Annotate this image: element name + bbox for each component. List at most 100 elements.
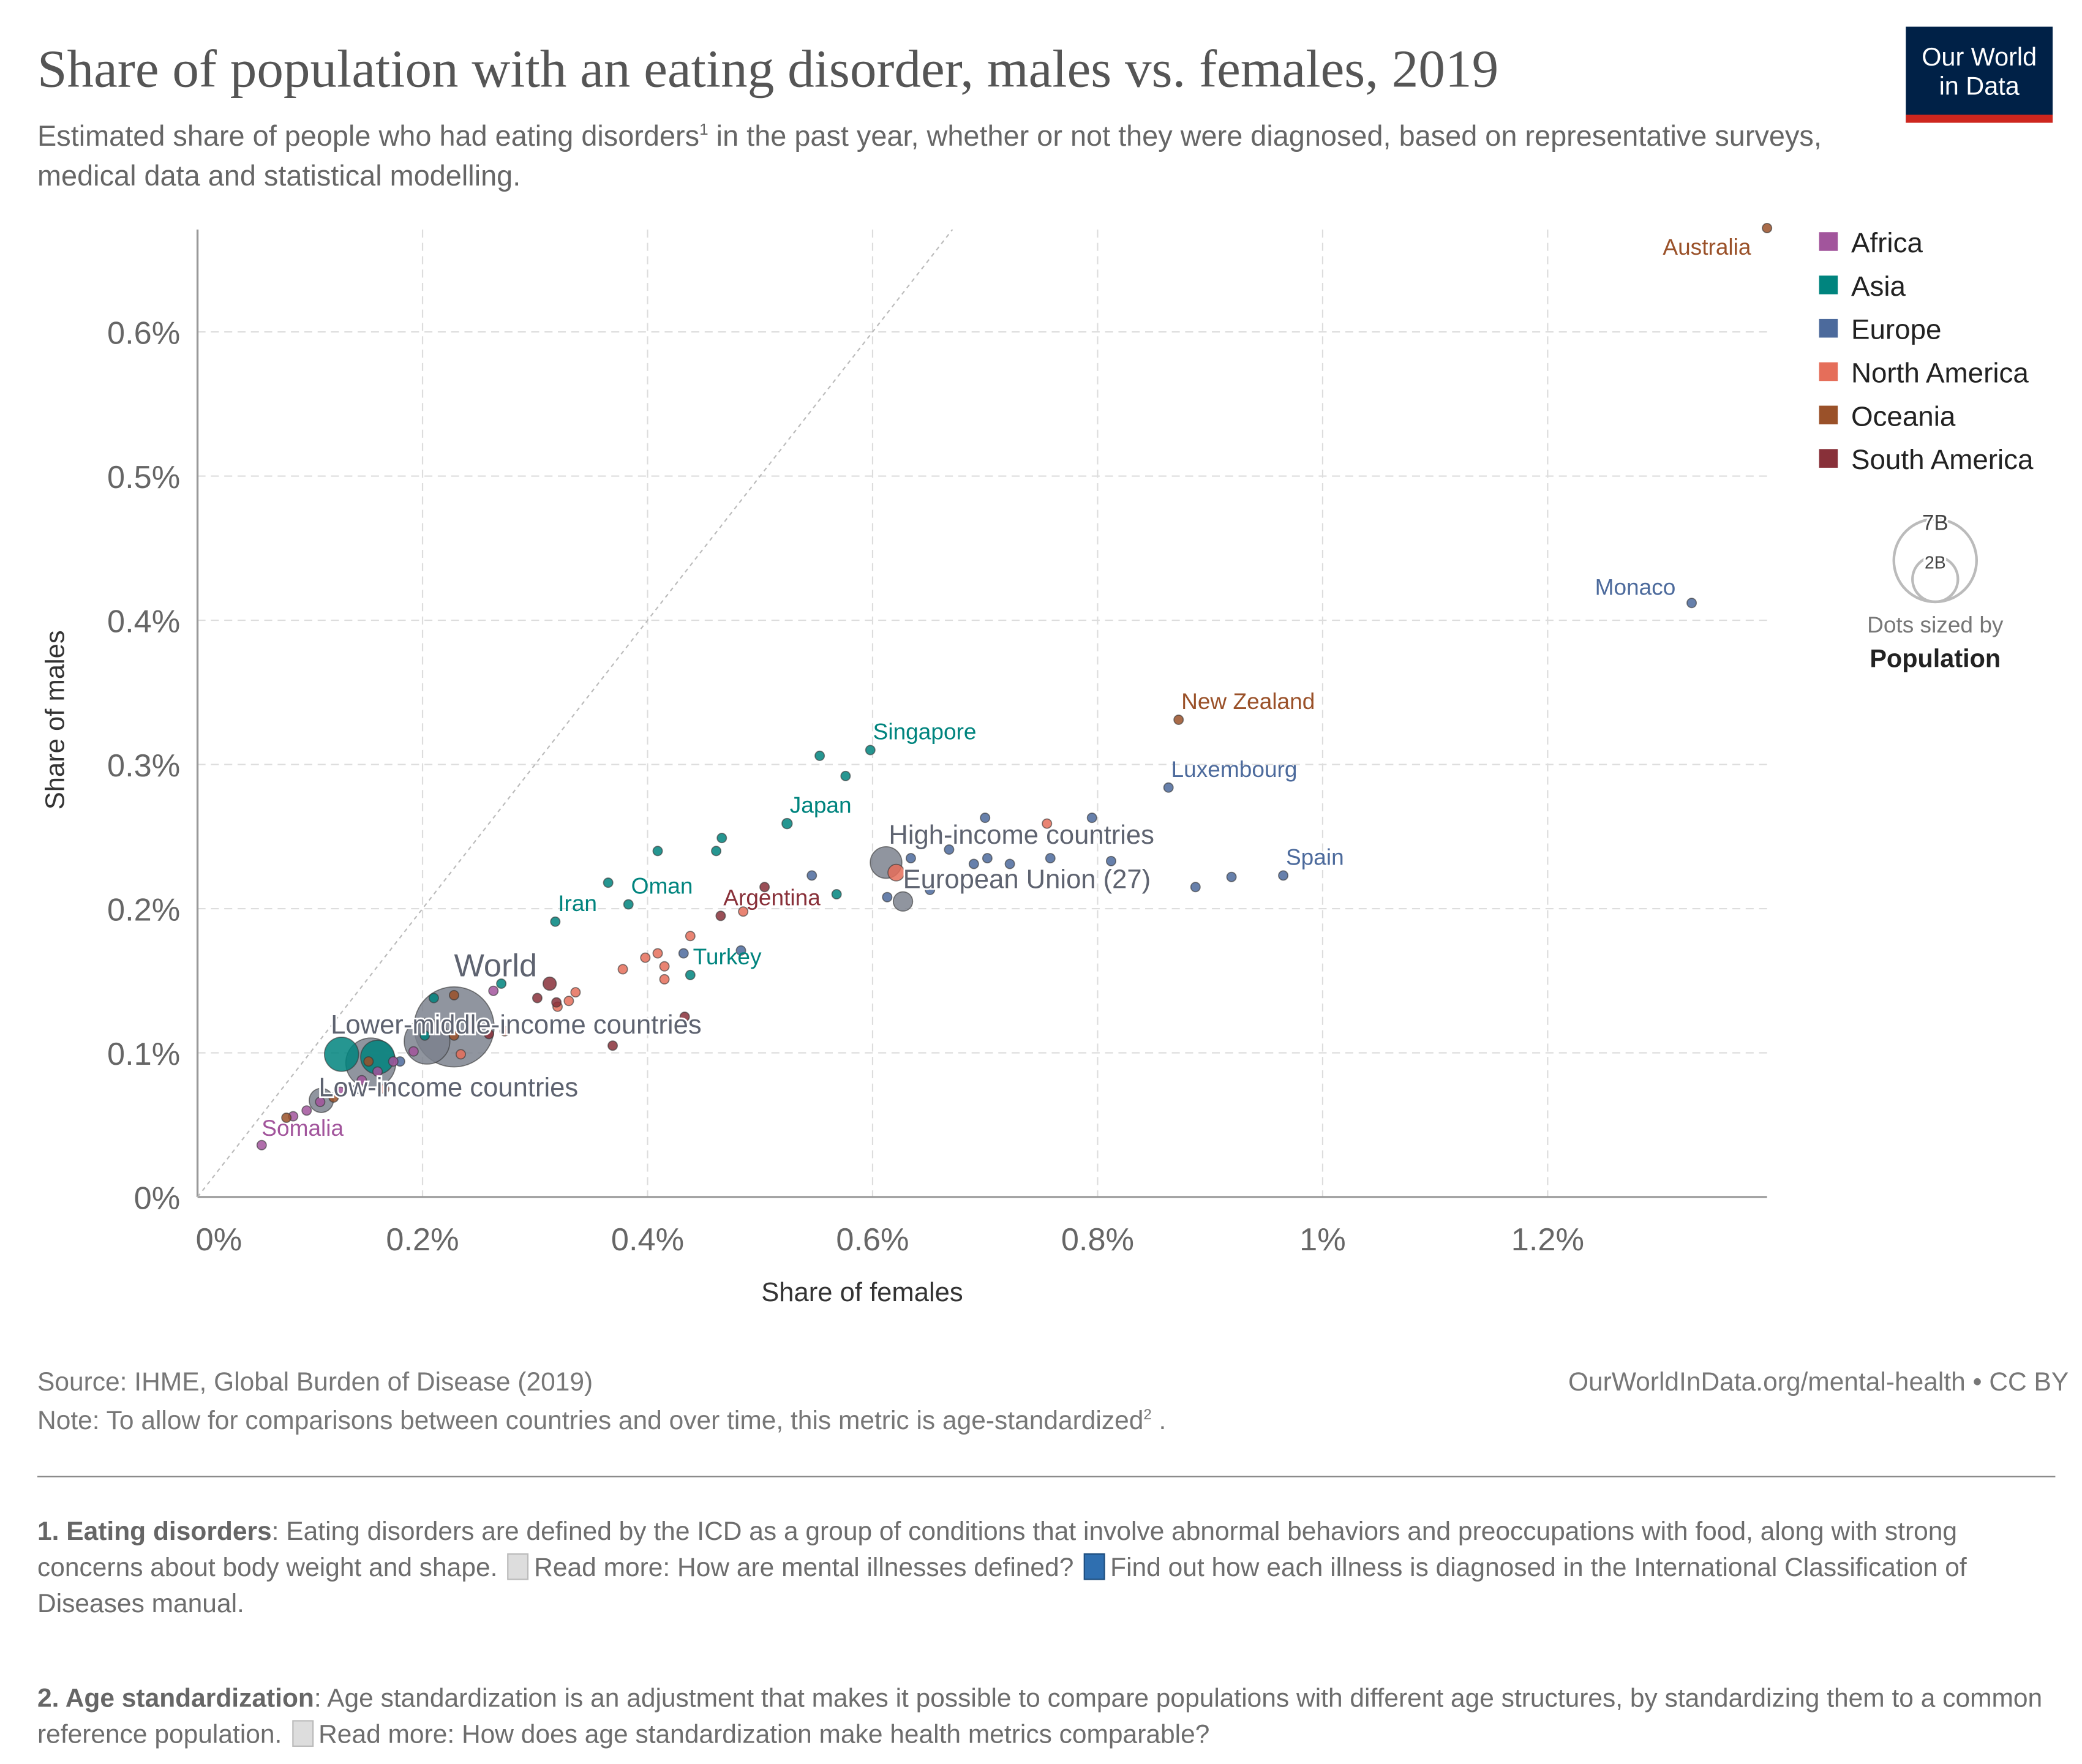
data-point-unlabeled xyxy=(814,750,825,761)
data-point-unlabeled xyxy=(388,1056,399,1067)
data-point-unlabeled xyxy=(464,1021,475,1032)
data-point-unlabeled xyxy=(363,1056,374,1067)
read-more-link[interactable]: Read more: How are mental illnesses defi… xyxy=(534,1553,1074,1583)
data-point-spain xyxy=(1278,870,1289,881)
point-label: Oman xyxy=(631,873,693,899)
footnote-2-title: 2. Age standardization xyxy=(37,1684,314,1714)
data-point-unlabeled xyxy=(499,1026,510,1037)
icd-manual-link[interactable]: Find out how each illness is diagnosed i… xyxy=(37,1553,1967,1619)
footnote-ref-2[interactable]: 2 xyxy=(1143,1407,1152,1424)
scatter-chart: 0% 0.2% 0.4% 0.6% 0.8% 1% 1.2% 0% 0.1% 0.2% 0.3% 0.… xyxy=(41,223,2034,1307)
data-point-unlabeled xyxy=(448,1030,459,1041)
data-point-unlabeled xyxy=(335,1086,346,1097)
data-point-unlabeled xyxy=(640,952,651,963)
footnote-1-title: 1. Eating disorders xyxy=(37,1517,272,1547)
data-point-unlabeled xyxy=(1086,813,1097,824)
legend-label: Oceania xyxy=(1851,400,1956,432)
footnote-ref-1[interactable]: 1 xyxy=(699,120,708,139)
data-point-unlabeled xyxy=(944,844,955,855)
chart-title: Share of population with an eating disor… xyxy=(37,39,1499,99)
data-point-singapore xyxy=(865,745,876,756)
legend-label: South America xyxy=(1851,444,2034,475)
data-point-unlabeled xyxy=(607,1040,618,1051)
x-tick-label: 0% xyxy=(196,1222,242,1258)
chart-subtitle: Estimated share of people who had eating… xyxy=(37,110,1866,197)
legend-swatch-oceania xyxy=(1819,405,1838,425)
footer-url-area: OurWorldInData.org/mental-health • CC BY xyxy=(1568,1368,2069,1398)
data-point-unlabeled xyxy=(1004,858,1015,869)
source-url-link[interactable]: OurWorldInData.org/mental-health xyxy=(1568,1367,1966,1397)
data-point-luxembourg xyxy=(1163,782,1174,793)
logo-line1: Our World xyxy=(1922,43,2037,72)
legend-swatch-asia xyxy=(1819,276,1838,295)
gridlines xyxy=(197,229,1767,1198)
data-point-unlabeled xyxy=(1045,853,1056,864)
age-standardized-link[interactable]: age-standardized xyxy=(942,1406,1144,1436)
point-label: Luxembourg xyxy=(1171,756,1298,782)
data-point-unlabeled xyxy=(281,1112,292,1123)
book-icon xyxy=(1083,1553,1105,1580)
legend-label: Africa xyxy=(1851,227,1923,258)
x-tick-label: 0.8% xyxy=(1061,1222,1134,1258)
data-point-unlabeled xyxy=(570,987,581,998)
legend-label: Europe xyxy=(1851,314,1942,345)
data-point-unlabeled xyxy=(711,846,722,857)
y-tick-label: 0.2% xyxy=(107,893,180,928)
data-point-unlabeled xyxy=(301,1105,312,1116)
data-point-unlabeled xyxy=(488,985,499,996)
point-label: New Zealand xyxy=(1181,688,1315,714)
data-point-somalia xyxy=(256,1139,267,1150)
note-text: Note: To allow for comparisons between c… xyxy=(37,1406,1166,1437)
data-point-unlabeled xyxy=(542,976,557,991)
data-point-unlabeled xyxy=(882,891,893,903)
data-point-argentina xyxy=(715,910,726,921)
data-point-unlabeled xyxy=(652,846,663,857)
y-axis-label: Share of males xyxy=(41,630,70,809)
note-end: . xyxy=(1151,1406,1167,1436)
legend-swatch-south-america xyxy=(1819,449,1838,468)
legend-swatch-africa xyxy=(1819,232,1838,251)
data-point-unlabeled xyxy=(448,989,459,1000)
data-point-unlabeled xyxy=(968,858,979,869)
data-point-iran xyxy=(550,916,561,927)
data-point-unlabeled xyxy=(887,863,905,882)
data-point-unlabeled xyxy=(659,961,670,972)
reference-line-y-equals-x xyxy=(197,229,953,1198)
data-point-unlabeled xyxy=(408,1046,419,1057)
y-tick-label: 0.1% xyxy=(107,1037,180,1072)
data-point-oman xyxy=(623,899,634,910)
data-point-australia xyxy=(1762,223,1773,234)
legend-swatch-north-america xyxy=(1819,362,1838,381)
x-tick-label: 1% xyxy=(1299,1222,1346,1258)
footnote-2-text: : Age standardization is an adjustment t… xyxy=(37,1684,2043,1750)
legend-swatch-europe xyxy=(1819,318,1838,338)
logo-line2: in Data xyxy=(1939,73,2020,102)
footnote-2: 2. Age standardization: Age standardizat… xyxy=(37,1681,2066,1754)
data-point-japan xyxy=(781,817,793,830)
point-label: Lower-middle-income countries xyxy=(331,1010,702,1040)
data-point-unlabeled xyxy=(315,1097,326,1108)
footnote-1: 1. Eating disorders: Eating disorders ar… xyxy=(37,1515,2066,1623)
data-point-unlabeled xyxy=(419,1030,430,1041)
data-point-unlabeled xyxy=(496,978,507,989)
x-tick-label: 0.6% xyxy=(836,1222,909,1258)
data-point-unlabeled xyxy=(379,1083,390,1094)
document-icon xyxy=(507,1553,529,1580)
divider xyxy=(37,1476,2056,1477)
legend-label: North America xyxy=(1851,357,2029,388)
age-standardization-link[interactable]: Read more: How does age standardization … xyxy=(318,1720,1210,1750)
x-tick-label: 1.2% xyxy=(1511,1222,1584,1258)
data-point-unlabeled xyxy=(351,1083,363,1094)
data-point-unlabeled xyxy=(323,1037,359,1072)
data-point-new-zealand xyxy=(1173,715,1184,726)
license-link[interactable]: • CC BY xyxy=(1965,1367,2069,1397)
y-tick-label: 0.6% xyxy=(107,316,180,351)
data-point-unlabeled xyxy=(659,974,670,985)
owid-logo[interactable]: Our World in Data xyxy=(1906,26,2053,123)
point-label: Turkey xyxy=(693,944,762,969)
data-point-unlabeled xyxy=(738,906,749,917)
point-label: Somalia xyxy=(261,1115,344,1141)
data-point-unlabeled xyxy=(551,997,562,1008)
data-point-unlabeled xyxy=(982,853,993,864)
point-label: Low-income countries xyxy=(318,1073,578,1103)
